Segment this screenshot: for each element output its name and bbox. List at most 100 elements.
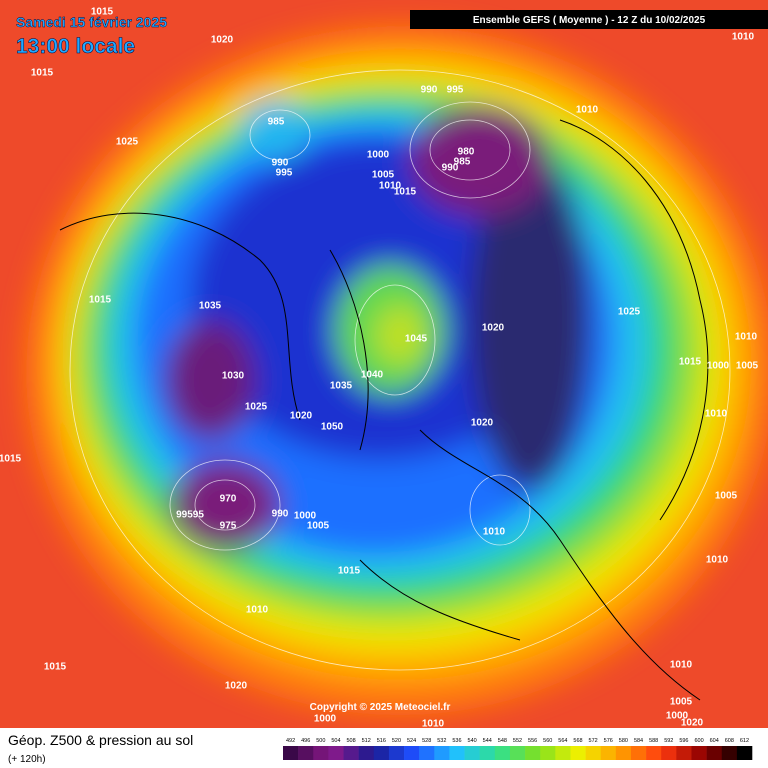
scale-label: 516: [377, 738, 386, 744]
scale-cell: [404, 746, 420, 760]
scale-cell: [570, 746, 586, 760]
scale-cell: [555, 746, 571, 760]
isobar-label: 1000: [294, 511, 317, 522]
coastlines: [59, 119, 709, 701]
date: Samedi 15 février 2025: [16, 14, 167, 30]
isobar-label: 980: [458, 147, 475, 158]
scale-label: 508: [346, 738, 355, 744]
isobar-label: 1025: [618, 307, 641, 318]
isobar-label: 1020: [471, 418, 494, 429]
scale-cell: [661, 746, 677, 760]
scale-label: 520: [392, 738, 401, 744]
footer-title: Géop. Z500 & pression au sol: [8, 732, 193, 748]
scale-cell: [358, 746, 375, 760]
scale-label: 512: [362, 738, 371, 744]
scale-cell: [298, 746, 314, 760]
isobar-label: 1000: [367, 150, 390, 161]
isobar-label: 970: [220, 494, 237, 505]
isobar-label: 995: [447, 85, 464, 96]
isobar-label: 985: [454, 157, 471, 168]
scale-label: 592: [664, 738, 673, 744]
scale-label: 600: [694, 738, 703, 744]
scale-label: 500: [316, 738, 325, 744]
scale-label: 532: [437, 738, 446, 744]
isobar-label: 1010: [735, 332, 758, 343]
scale-cell: [373, 746, 390, 760]
scale-label: 492: [286, 738, 295, 744]
scale-label: 528: [422, 738, 431, 744]
scale-cell: [600, 746, 617, 760]
scale-label: 580: [619, 738, 628, 744]
isobar-label: 1000: [707, 361, 730, 372]
scale-label: 496: [301, 738, 310, 744]
isobar-label: 1035: [199, 301, 222, 312]
isobar-label: 1015: [394, 187, 417, 198]
scale-cell: [449, 746, 465, 760]
scale-label: 572: [589, 738, 598, 744]
isobar-label: 1015: [679, 357, 702, 368]
isobar-label: 1015: [44, 662, 67, 673]
isobar-label: 1040: [361, 370, 384, 381]
isobar-label: 1035: [330, 381, 353, 392]
scale-cell: [464, 746, 480, 760]
scale-cell: [540, 746, 556, 760]
scale-cell: [721, 746, 738, 760]
isobar-label: 1005: [670, 697, 693, 708]
height-field: [25, 25, 768, 715]
copyright: Copyright © 2025 Meteociel.fr: [310, 702, 451, 713]
scale-label: 544: [483, 738, 492, 744]
isobar-label: 985: [268, 117, 285, 128]
scale-label: 588: [649, 738, 658, 744]
model-label: Ensemble GEFS ( Moyenne ) - 12 Z du 10/0…: [473, 15, 706, 26]
isobar-label: 1020: [290, 411, 313, 422]
isobar-label: 990: [421, 85, 438, 96]
scale-cell: [494, 746, 511, 760]
isobar-label: 1010: [246, 605, 269, 616]
scale-label: 596: [679, 738, 688, 744]
isobar-label: 1015: [91, 7, 114, 18]
isobar-label: 1005: [307, 521, 330, 532]
isobar-label: 1010: [576, 105, 599, 116]
scale-cell: [706, 746, 723, 760]
scale-label: 576: [604, 738, 613, 744]
isobar-label: 1010: [670, 660, 693, 671]
isobar-label: 1020: [482, 323, 505, 334]
scale-cell: [479, 746, 496, 760]
scale-label: 612: [740, 738, 749, 744]
scale-cell: [509, 746, 526, 760]
isobar-label: 1020: [211, 35, 234, 46]
scale-label: 608: [725, 738, 734, 744]
isobar-label: 1015: [0, 454, 22, 465]
model-box: [410, 10, 768, 29]
forecast-lead: (+ 120h): [8, 754, 46, 765]
scale-cell: [615, 746, 632, 760]
scale-label: 540: [468, 738, 477, 744]
isobar-label: 1005: [715, 491, 738, 502]
scale-cell: [434, 746, 450, 760]
scale-label: 556: [528, 738, 537, 744]
isobar-label: 995: [276, 168, 293, 179]
isobar-label: 975: [220, 521, 237, 532]
scale-cell: [525, 746, 541, 760]
scale-cell: [630, 746, 647, 760]
scale-label: 568: [573, 738, 582, 744]
scale-label: 524: [407, 738, 416, 744]
scale-label: 604: [710, 738, 719, 744]
scale-cell: [313, 746, 329, 760]
isobar-label: 99595: [176, 510, 204, 521]
scale-label: 504: [331, 738, 340, 744]
scale-cell: [691, 746, 707, 760]
scale-cell: [646, 746, 662, 760]
isobar-label: 1005: [736, 361, 759, 372]
isobar-label: 1050: [321, 422, 344, 433]
scale-cell: [328, 746, 344, 760]
scale-label: 564: [558, 738, 567, 744]
scale-cell: [676, 746, 692, 760]
isobar-label: 1025: [116, 137, 139, 148]
color-scale: 492 496 500 504 508 512 516 520 524 528 532 536 540 5…: [283, 738, 753, 760]
isobar-label: 1010: [732, 32, 755, 43]
isobar-label: 990: [272, 158, 289, 169]
isobar-label: 990: [442, 163, 459, 174]
